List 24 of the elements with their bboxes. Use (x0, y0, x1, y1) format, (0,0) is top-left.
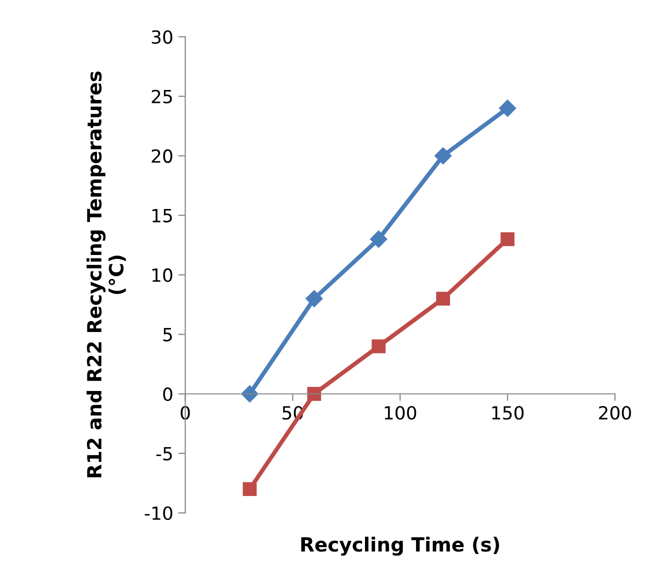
point (436, 292, 450, 306)
point (306, 290, 323, 308)
x-tick-label: 0 (180, 406, 190, 420)
x-axis-title: Recycling Time (s) (301, 536, 500, 556)
y-tick-label: -10 (144, 506, 172, 520)
y-axis-title: R12 and R22 Recycling Temperatures (°C) (86, 72, 126, 478)
point (498, 100, 516, 117)
point (242, 482, 257, 496)
y-tick-label: 25 (152, 90, 172, 104)
point (370, 230, 388, 248)
x-tick-label: 100 (384, 406, 416, 420)
y-tick-label: 15 (152, 209, 172, 222)
y-tick-label: -5 (156, 447, 172, 461)
x-tick-label: 150 (492, 406, 524, 420)
point (307, 386, 322, 401)
point (372, 339, 386, 354)
y-tick-label: 30 (152, 30, 172, 44)
y-tick-label: 5 (163, 328, 172, 342)
x-tick-label: 200 (599, 406, 631, 420)
point (500, 232, 514, 246)
y-tick-label: 10 (152, 268, 172, 282)
point (434, 147, 452, 164)
y-tick-label: 20 (152, 149, 172, 163)
y-tick-label: 0 (163, 387, 172, 401)
